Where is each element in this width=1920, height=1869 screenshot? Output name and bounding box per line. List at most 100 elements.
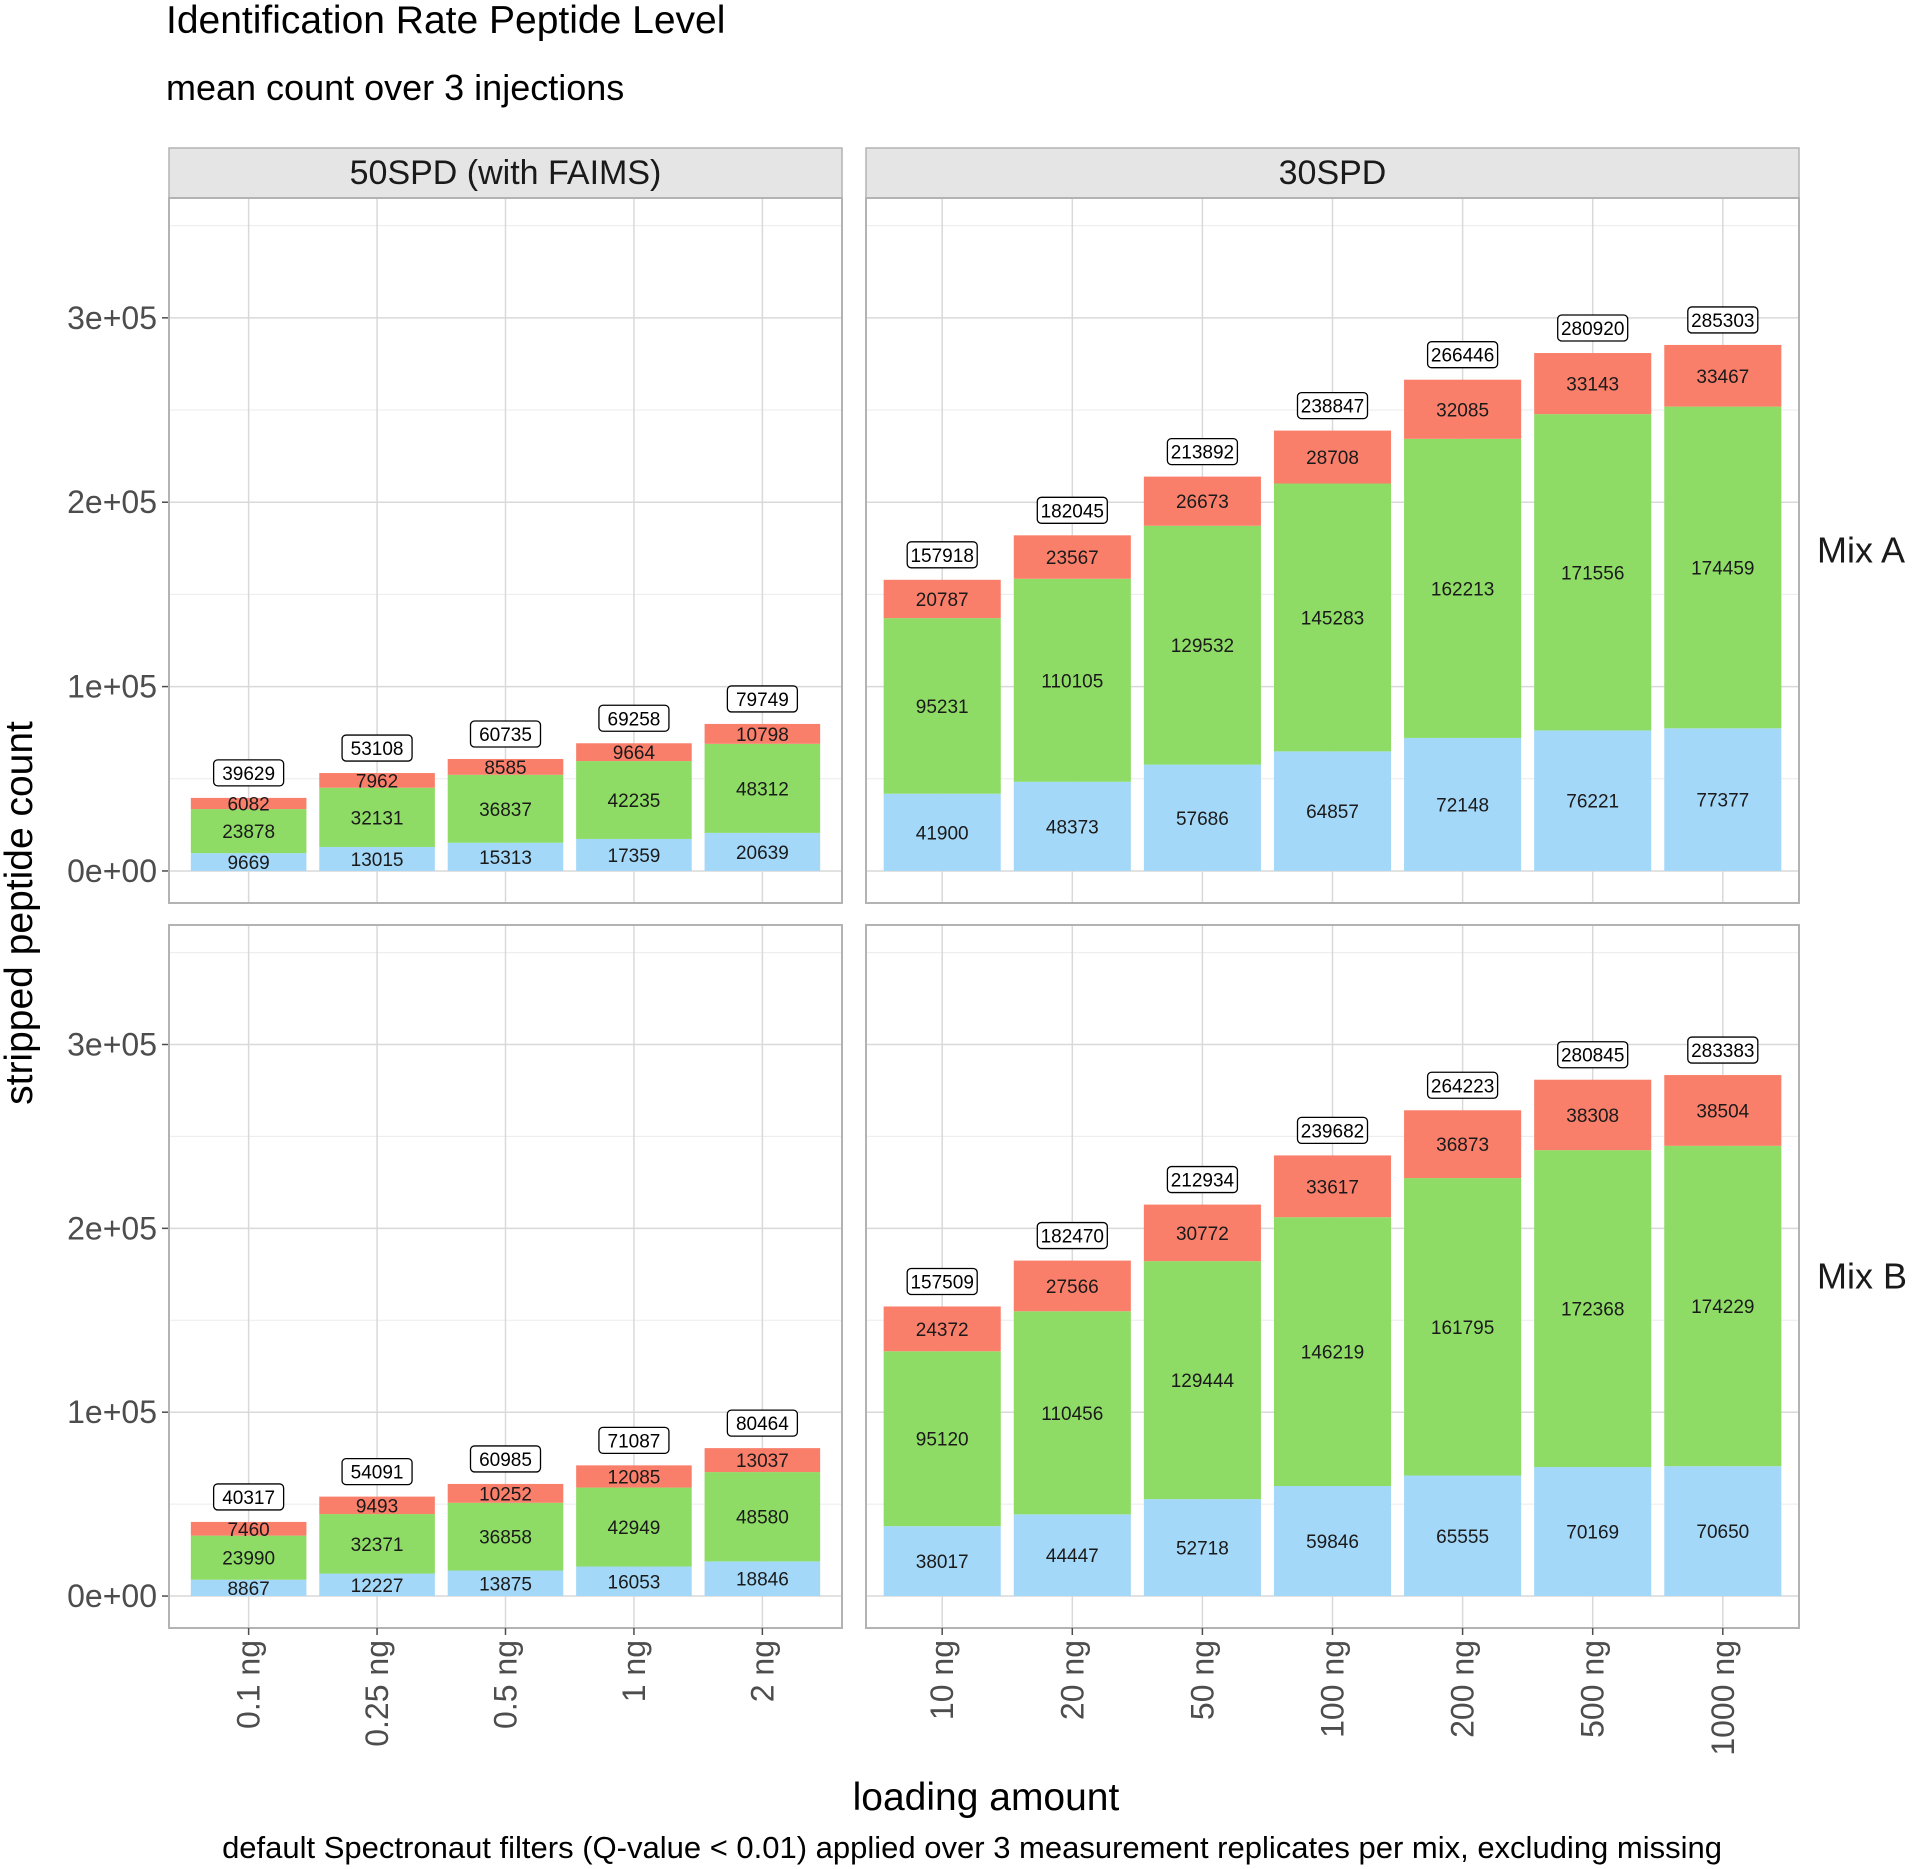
- total-label: 182470: [1041, 1227, 1104, 1248]
- bar-segment: [1013, 781, 1131, 871]
- bar-segment-label: 16053: [608, 1572, 661, 1593]
- bar-segment: [704, 1448, 821, 1473]
- bar-segment: [190, 809, 307, 854]
- bar-segment: [576, 1487, 692, 1567]
- y-tick-label: 0e+00: [67, 1578, 157, 1614]
- total-label-box: [1426, 341, 1499, 369]
- facet-strip: [865, 147, 1800, 199]
- bar-segment-label: 10252: [479, 1484, 532, 1505]
- bar-segment-label: 95231: [916, 697, 969, 718]
- total-label-box: [1426, 1071, 1499, 1099]
- bar-segment-label: 7962: [356, 771, 398, 792]
- bar-segment-label: 38017: [916, 1552, 969, 1573]
- bar-segment: [576, 1465, 692, 1488]
- total-label-box: [1557, 314, 1629, 342]
- bar-segment: [883, 793, 1001, 871]
- bar-segment: [1664, 406, 1782, 729]
- total-label: 212934: [1171, 1171, 1235, 1192]
- bar-segment: [704, 1561, 821, 1597]
- bar-segment-label: 33467: [1696, 367, 1749, 388]
- facet-row-label: Mix B: [1817, 1256, 1907, 1297]
- bar-segment-label: 12085: [608, 1467, 661, 1488]
- total-label: 283383: [1691, 1041, 1754, 1062]
- total-label-box: [1166, 437, 1239, 466]
- bar-segment: [1404, 737, 1522, 871]
- bar-segment-label: 13875: [479, 1574, 532, 1595]
- bar-segment-label: 95120: [916, 1430, 969, 1451]
- bar-segment: [1273, 1155, 1392, 1218]
- bar-segment-label: 32131: [351, 808, 404, 829]
- bar-segment: [1273, 1217, 1392, 1487]
- bar-segment-label: 20787: [916, 590, 969, 611]
- panel-border: [168, 197, 843, 904]
- total-label-box: [1036, 1221, 1108, 1250]
- bar-segment: [883, 1526, 1001, 1597]
- bar-segment: [1534, 730, 1652, 871]
- bar-segment: [1273, 751, 1392, 871]
- bar-segment-label: 77377: [1696, 791, 1749, 812]
- total-label-box: [469, 1445, 542, 1473]
- total-label: 285303: [1691, 311, 1754, 332]
- total-label: 71087: [608, 1431, 661, 1452]
- total-label-box: [726, 685, 799, 713]
- total-label-box: [906, 1267, 978, 1296]
- bar-segment: [319, 846, 435, 871]
- bar-segment-label: 70650: [1696, 1522, 1749, 1543]
- x-tick-label: 1 ng: [616, 1640, 652, 1702]
- total-label: 80464: [736, 1414, 789, 1435]
- bar-segment-label: 38504: [1696, 1101, 1749, 1122]
- bar-segment: [319, 1514, 435, 1574]
- total-label-box: [212, 1483, 285, 1511]
- bar-segment-label: 129532: [1171, 636, 1234, 657]
- x-tick-label: 2 ng: [744, 1640, 780, 1702]
- total-label-box: [1036, 496, 1108, 524]
- bar-segment-label: 64857: [1306, 802, 1359, 823]
- total-label: 60735: [479, 725, 532, 746]
- x-tick-label: 200 ng: [1445, 1640, 1481, 1738]
- bar-segment: [1404, 438, 1522, 738]
- total-label-box: [341, 1457, 413, 1486]
- y-tick-label: 3e+05: [67, 1027, 157, 1063]
- bar-segment: [576, 761, 692, 839]
- total-label-box: [1296, 391, 1369, 420]
- total-label-box: [341, 734, 413, 762]
- bar-segment-label: 110456: [1041, 1404, 1103, 1425]
- bar-segment-label: 42235: [608, 791, 661, 812]
- bar-segment: [1143, 764, 1261, 871]
- bar-segment-label: 172368: [1561, 1300, 1624, 1321]
- facet-panels: 50SPD (with FAIMS) 30SPD 0e+00 1e+05 2e+05 3e…: [67, 147, 1907, 1756]
- bar-segment: [883, 1306, 1001, 1352]
- total-label: 40317: [222, 1488, 275, 1509]
- x-tick-label: 0.25 ng: [359, 1640, 395, 1747]
- bar-segment: [1143, 525, 1261, 765]
- bar-segment: [190, 1535, 307, 1580]
- bar-segment-label: 8867: [227, 1579, 269, 1600]
- bar-segment: [1143, 476, 1261, 526]
- bar-segment: [1534, 353, 1652, 415]
- bar-segment-label: 26673: [1176, 492, 1229, 513]
- bar-segment: [1404, 1110, 1522, 1179]
- bar-segment-label: 146219: [1301, 1343, 1364, 1364]
- total-label: 238847: [1301, 397, 1364, 418]
- bar-segment-label: 65555: [1436, 1527, 1489, 1548]
- bar-segment: [319, 773, 435, 788]
- bar-segment: [704, 1472, 821, 1562]
- x-axis-title: loading amount: [853, 1776, 1120, 1819]
- bar-segment-label: 6082: [227, 794, 269, 815]
- bar-segment: [1013, 1514, 1131, 1597]
- x-tick-label: 1000 ng: [1705, 1640, 1741, 1756]
- x-tick-label: 100 ng: [1315, 1640, 1351, 1738]
- bar-segment-label: 44447: [1046, 1546, 1099, 1567]
- bar-segment-label: 27566: [1046, 1277, 1099, 1298]
- bar-segment-label: 20639: [736, 843, 789, 864]
- bar-segment-label: 12227: [351, 1576, 404, 1597]
- total-label-box: [469, 720, 542, 748]
- bar-segment: [447, 1502, 564, 1571]
- total-label: 182045: [1041, 501, 1104, 522]
- total-label-box: [906, 541, 978, 569]
- bar-segment: [447, 1570, 564, 1597]
- bar-segment: [883, 579, 1001, 619]
- chart-subtitle: mean count over 3 injections: [166, 67, 624, 108]
- bar-segment: [190, 1579, 307, 1597]
- total-label: 280845: [1561, 1046, 1624, 1067]
